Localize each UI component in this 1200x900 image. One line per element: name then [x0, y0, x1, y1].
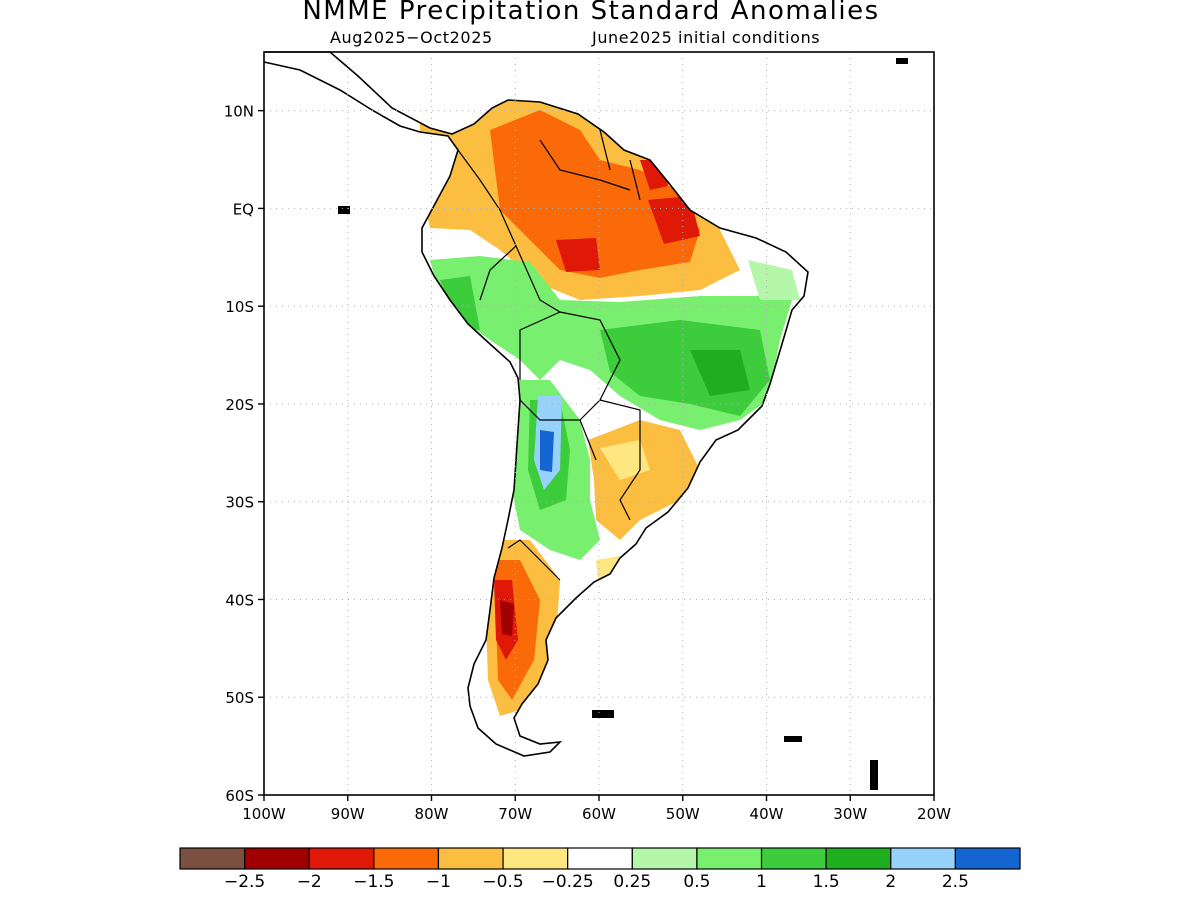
lon-tick-label: 50W: [666, 805, 700, 823]
legend-swatch: [825, 847, 892, 870]
anomaly-shading: [340, 56, 800, 716]
legend-label: 1: [756, 872, 767, 892]
legend-label: −2.5: [224, 872, 265, 892]
lat-tick-label: 60S: [225, 787, 254, 805]
legend-label: −0.25: [542, 872, 594, 892]
legend-swatch: [954, 847, 1021, 870]
legend-swatch: [373, 847, 440, 870]
legend-swatch: [696, 847, 763, 870]
initial-conditions: June2025 initial conditions: [592, 28, 821, 47]
lon-tick-label: 60W: [582, 805, 616, 823]
forecast-period: Aug2025−Oct2025: [330, 28, 493, 47]
legend-labels: −2.5 −2 −1.5 −1 −0.5 −0.25 0.25 0.5 1 1.5 2 2.5: [224, 872, 969, 892]
lat-tick-label: 40S: [225, 591, 254, 609]
longitude-axis: 100W 90W 80W 70W 60W 50W 40W 30W 20W: [242, 795, 951, 823]
legend-swatch: [179, 847, 246, 870]
legend-label: 2.5: [942, 872, 969, 892]
country-borders: [457, 129, 641, 581]
lon-tick-label: 70W: [498, 805, 532, 823]
legend-boxes: [179, 847, 1021, 870]
map-title: NMME Precipitation Standard Anomalies: [302, 0, 880, 26]
lon-tick-label: 20W: [917, 805, 951, 823]
lat-tick-label: 50S: [225, 689, 254, 707]
legend-swatch: [567, 847, 633, 870]
lat-tick-label: EQ: [233, 200, 254, 218]
legend-swatch: [502, 847, 569, 870]
lat-tick-label: 30S: [225, 494, 254, 512]
legend-label: 0.25: [613, 872, 651, 892]
legend-label: 0.5: [683, 872, 710, 892]
lat-tick-label: 10N: [224, 103, 254, 121]
legend-swatch: [308, 847, 375, 870]
legend-swatch: [890, 847, 956, 870]
legend-label: −0.5: [482, 872, 523, 892]
lon-tick-label: 100W: [242, 805, 286, 823]
lon-tick-label: 90W: [331, 805, 365, 823]
coastline: [263, 51, 809, 757]
latitude-axis: 10N EQ 10S 20S 30S 40S 50S 60S: [224, 103, 264, 805]
legend-swatch: [631, 847, 698, 870]
legend-label: 2: [885, 872, 896, 892]
islands: [338, 58, 908, 790]
legend-label: 1.5: [813, 872, 840, 892]
legend-label: −1.5: [353, 872, 394, 892]
lon-tick-label: 40W: [750, 805, 784, 823]
legend-swatch: [437, 847, 504, 870]
anomaly-map: 10N EQ 10S 20S 30S 40S 50S 60S 100W 90W 80W 70W 60W…: [224, 51, 951, 823]
legend-swatch: [760, 847, 827, 870]
lon-tick-label: 30W: [833, 805, 867, 823]
lat-tick-label: 20S: [225, 396, 254, 414]
legend-label: −1: [426, 872, 451, 892]
legend-label: −2: [297, 872, 322, 892]
lat-tick-label: 10S: [225, 298, 254, 316]
legend-swatch: [244, 847, 310, 870]
lon-tick-label: 80W: [415, 805, 449, 823]
